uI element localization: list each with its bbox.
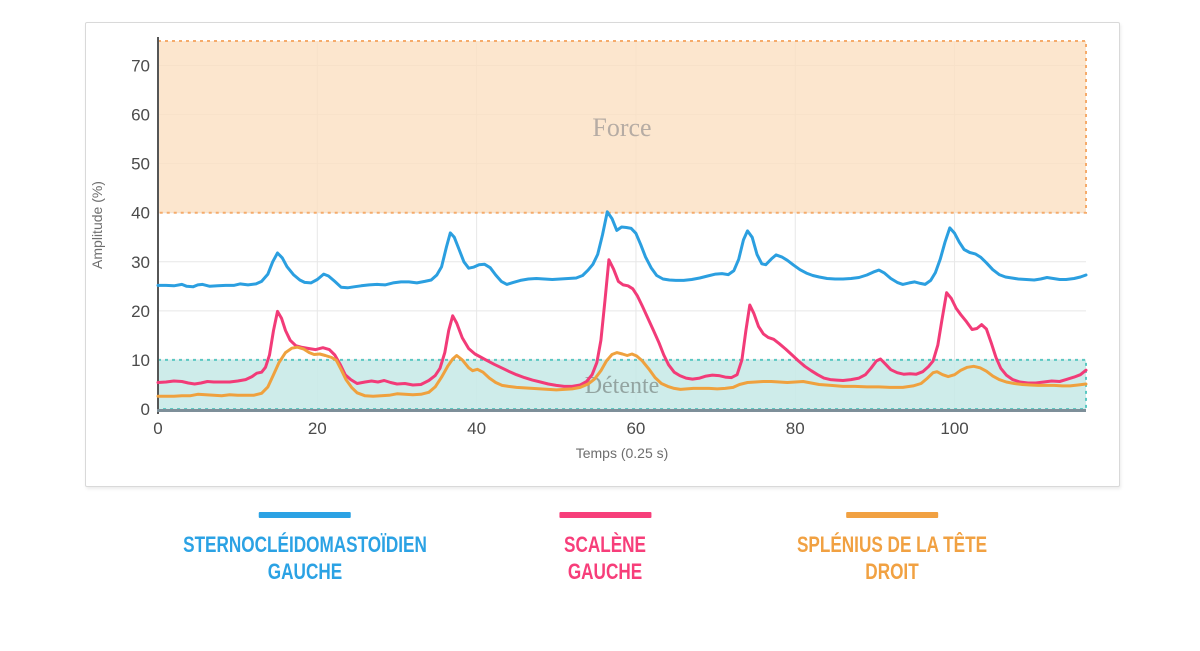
legend-label-line2: GAUCHE <box>267 559 343 584</box>
x-tick-label: 40 <box>467 419 486 438</box>
legend-label-line1: SCALÈNE <box>564 532 646 557</box>
x-tick-label: 60 <box>626 419 645 438</box>
chart-card: Force Détente 0 10 20 30 40 50 60 70 0 20 40 60 80 100 A… <box>85 22 1120 487</box>
y-tick-label: 20 <box>131 302 150 321</box>
y-axis-title: Amplitude (%) <box>89 181 105 269</box>
legend-swatch-orange <box>846 512 938 518</box>
y-tick-label: 30 <box>131 253 150 272</box>
series-line-1[interactable] <box>156 258 1088 388</box>
x-tick-label: 100 <box>940 419 968 438</box>
legend-label-line1: SPLÉNIUS DE LA TÊTE <box>796 532 988 557</box>
series-line-2[interactable] <box>156 345 1088 398</box>
zone-detente <box>157 358 1087 410</box>
y-tick-label: 40 <box>131 204 150 223</box>
x-tick-label: 0 <box>153 419 162 438</box>
legend-label-line2: DROIT <box>865 559 919 584</box>
y-tick-label: 50 <box>131 155 150 174</box>
y-tick-label: 0 <box>141 400 150 419</box>
zone-label-force: Force <box>592 113 651 142</box>
x-tick-label: 20 <box>308 419 327 438</box>
legend-item-sternocleidomastoidien-gauche[interactable]: STERNOCLÉIDOMASTOÏDIEN GAUCHE <box>149 512 462 585</box>
y-tick-label: 60 <box>131 106 150 125</box>
legend-swatch-pink <box>559 512 651 518</box>
legend-swatch-blue <box>258 512 351 518</box>
y-tick-label: 70 <box>131 57 150 76</box>
x-tick-label: 80 <box>786 419 805 438</box>
legend-label-line2: GAUCHE <box>567 559 643 584</box>
series-line-0[interactable] <box>156 210 1088 290</box>
zone-force <box>157 40 1087 214</box>
emg-line-chart[interactable]: Force Détente 0 10 20 30 40 50 60 70 0 20 40 60 80 100 A… <box>86 23 1119 486</box>
legend-label-line1: STERNOCLÉIDOMASTOÏDIEN <box>183 532 427 557</box>
legend-item-splenius-de-la-tete-droit[interactable]: SPLÉNIUS DE LA TÊTE DROIT <box>770 512 1014 585</box>
legend-item-scalene-gauche[interactable]: SCALÈNE GAUCHE <box>552 512 657 585</box>
x-axis-title: Temps (0.25 s) <box>576 445 669 461</box>
chart-legend: STERNOCLÉIDOMASTOÏDIEN GAUCHE SCALÈNE GA… <box>0 510 1200 610</box>
y-tick-label: 10 <box>131 351 150 370</box>
